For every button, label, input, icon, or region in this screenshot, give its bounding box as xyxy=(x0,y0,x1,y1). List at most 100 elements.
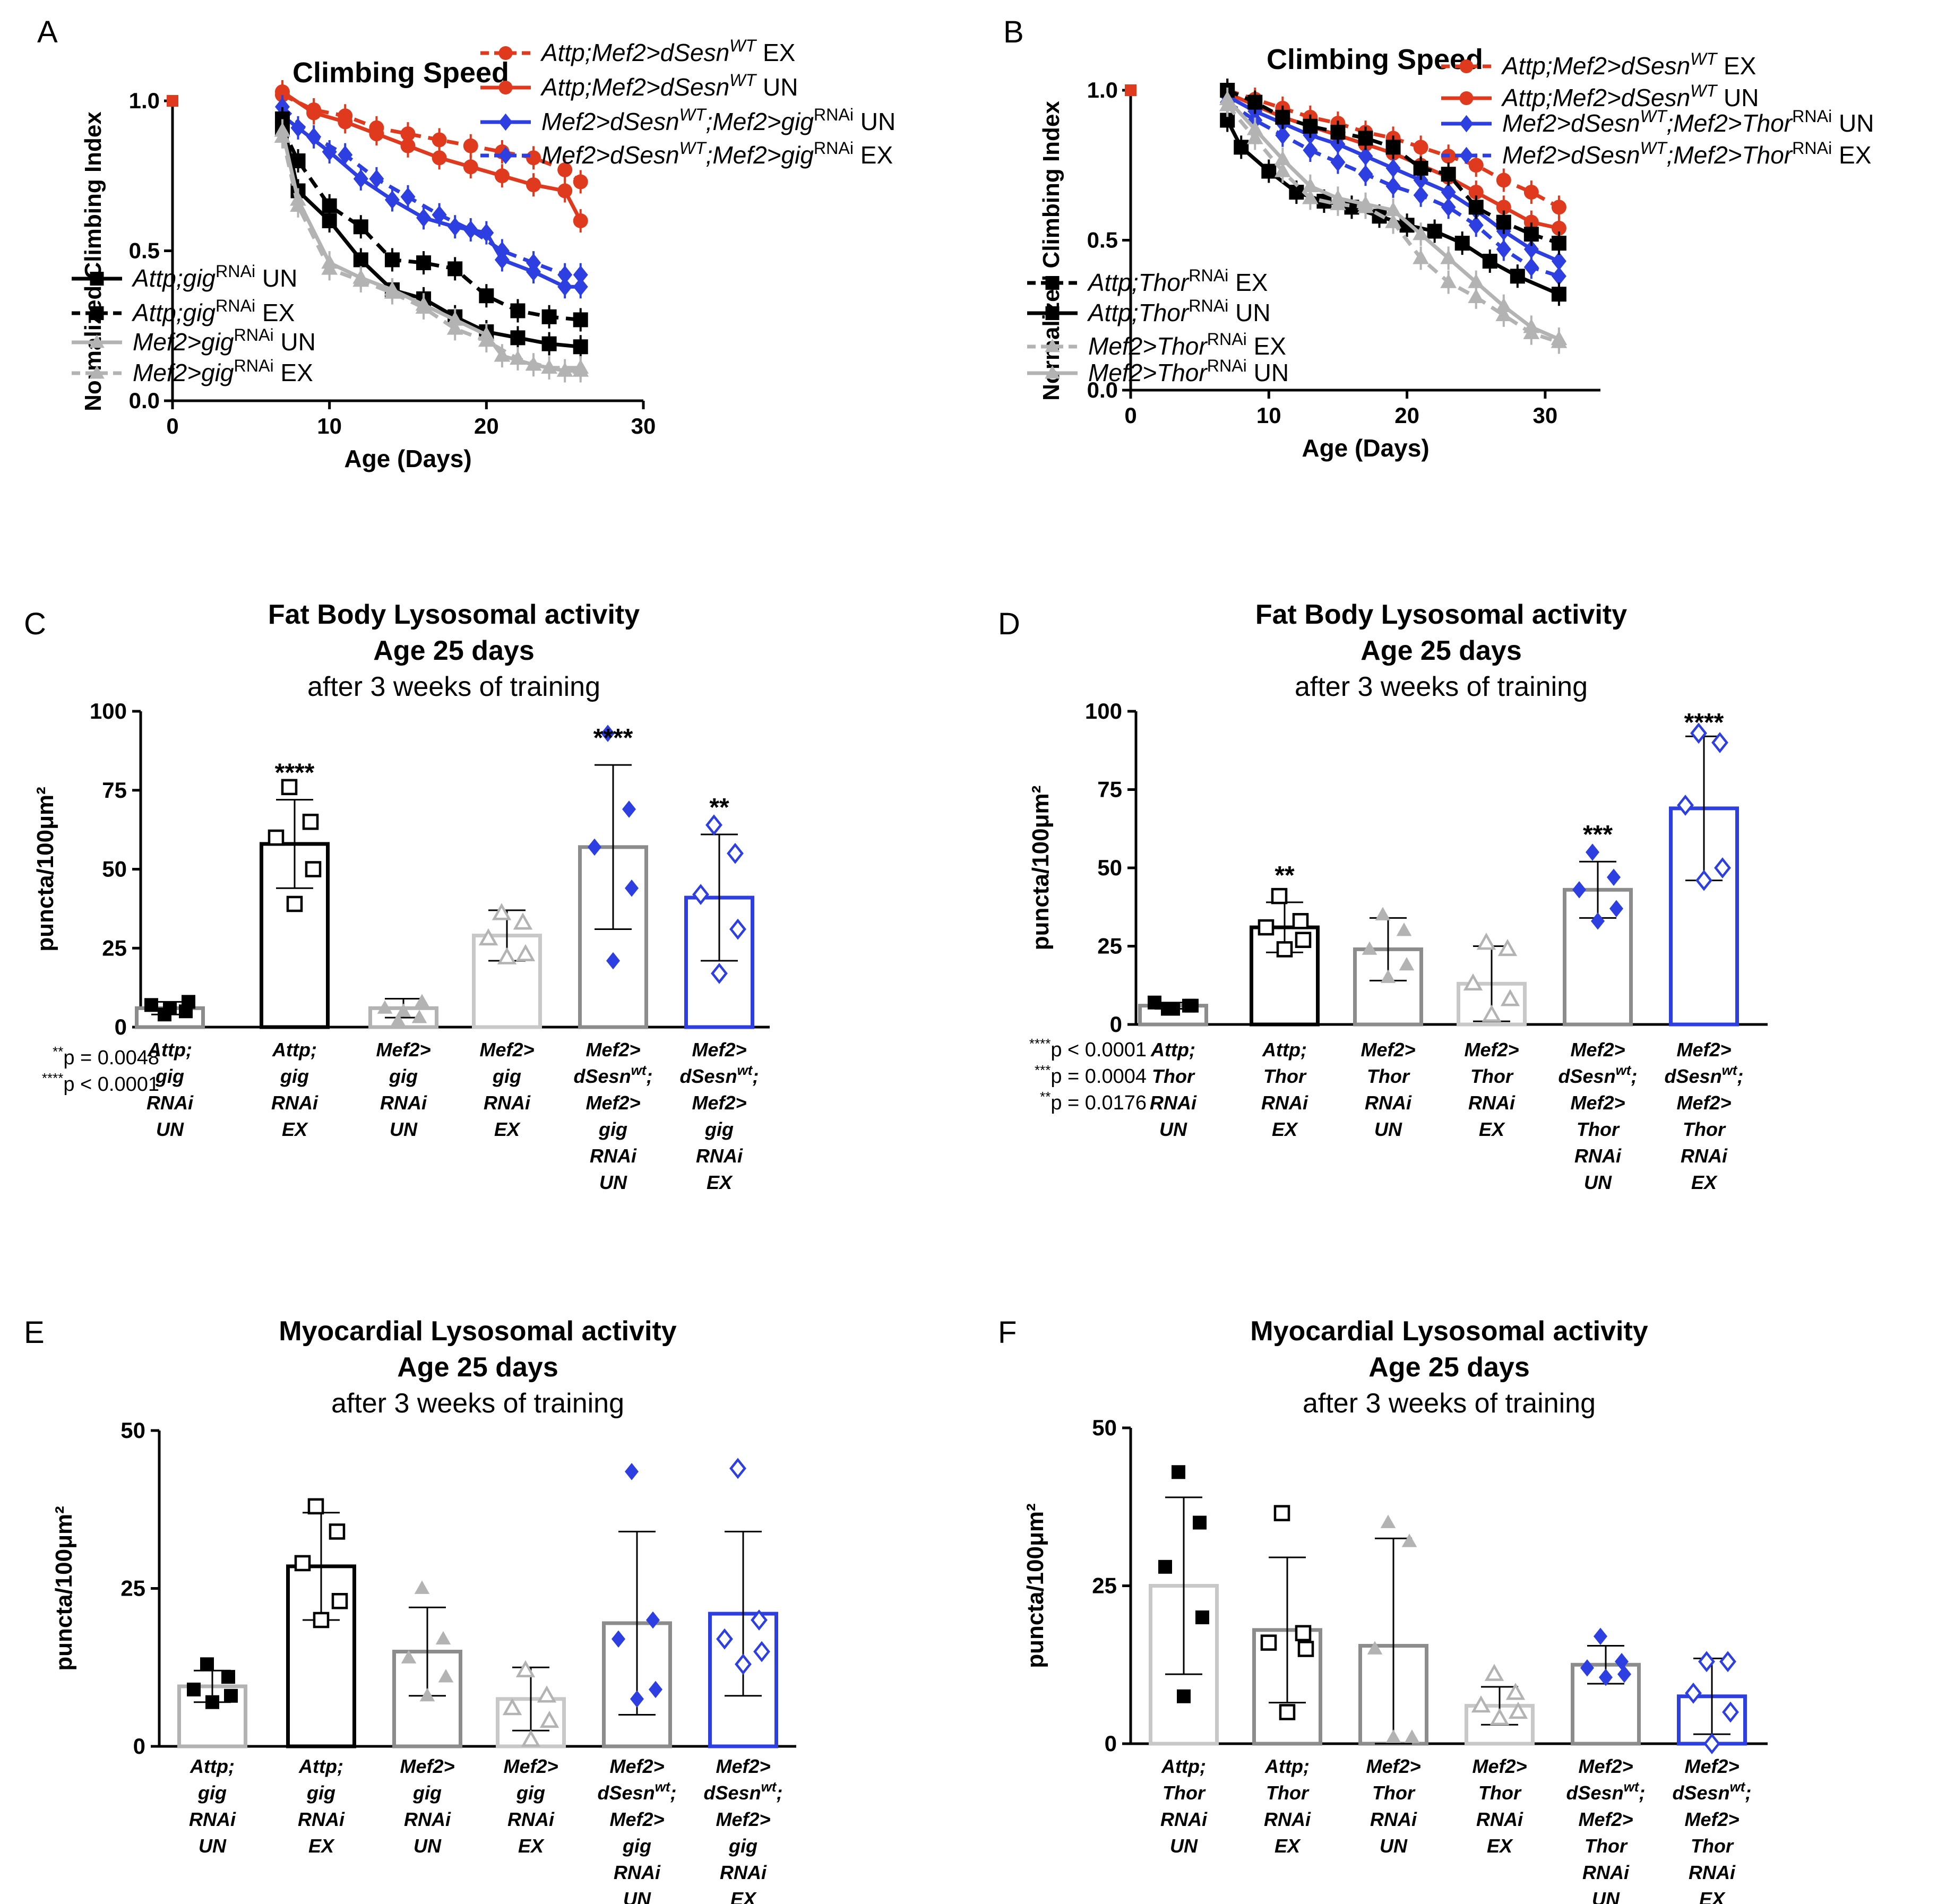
data-point xyxy=(1292,913,1309,929)
data-point xyxy=(1551,252,1566,271)
data-point xyxy=(735,1653,752,1675)
data-point xyxy=(438,1669,454,1683)
data-point xyxy=(401,1650,417,1664)
data-point xyxy=(400,126,416,142)
category-label: EX xyxy=(1691,1171,1718,1193)
data-point xyxy=(1496,239,1511,259)
data-point xyxy=(537,1685,557,1703)
data-point xyxy=(294,1555,311,1572)
data-point xyxy=(400,187,416,206)
data-point xyxy=(513,912,533,930)
data-point xyxy=(1357,195,1374,210)
data-point xyxy=(1330,125,1346,140)
bar-group-2: Mef2> Thor RNAi UN xyxy=(1358,1514,1428,1857)
category-label: RNAi xyxy=(1370,1808,1417,1830)
significance-label: ** xyxy=(1275,861,1295,890)
data-point xyxy=(1273,1505,1290,1521)
category-label: EX xyxy=(1699,1888,1726,1904)
chart-title-line: Fat Body Lysosomal activity xyxy=(1255,599,1627,630)
data-point xyxy=(390,1013,406,1027)
category-label: Mef2> xyxy=(479,1039,534,1061)
legend-marker xyxy=(89,334,105,348)
data-point xyxy=(352,272,369,287)
data-point xyxy=(1261,163,1277,179)
bar-group-1: Attp; gig RNAi EX xyxy=(286,1498,356,1857)
data-point xyxy=(497,947,517,964)
data-point xyxy=(1380,969,1396,983)
data-point xyxy=(479,288,494,304)
series-line xyxy=(280,130,581,373)
panel-label: B xyxy=(1003,15,1024,49)
category-label: gig xyxy=(492,1065,521,1087)
data-point xyxy=(369,126,384,142)
category-label: UN xyxy=(623,1888,651,1904)
data-point xyxy=(1219,90,1236,106)
data-point xyxy=(541,359,557,374)
y-tick-label: 25 xyxy=(102,935,127,960)
y-tick-label: 25 xyxy=(1097,934,1122,959)
data-point xyxy=(306,127,322,147)
data-point xyxy=(432,205,447,225)
data-point xyxy=(1454,236,1470,251)
category-label: RNAi xyxy=(696,1145,743,1167)
category-label: Thor xyxy=(1266,1782,1310,1804)
data-point xyxy=(1195,1610,1209,1624)
data-point xyxy=(541,309,557,324)
category-label: gig xyxy=(516,1782,545,1804)
data-point xyxy=(502,1698,522,1716)
legend-label: Mef2>dSesnWT;Mef2>ThorRNAi EX xyxy=(1502,139,1871,169)
category-label: gig xyxy=(389,1065,418,1087)
y-tick-label: 75 xyxy=(1097,777,1122,802)
data-point xyxy=(302,813,319,830)
significance-label: **** xyxy=(593,724,633,752)
data-point xyxy=(290,153,306,168)
data-point xyxy=(1404,1729,1420,1743)
data-point xyxy=(307,1498,324,1515)
data-point xyxy=(274,84,290,100)
category-label: UN xyxy=(156,1118,184,1140)
data-point xyxy=(377,1000,393,1014)
legend-marker xyxy=(1045,339,1060,352)
data-point xyxy=(1523,239,1539,259)
category-label: gig xyxy=(622,1835,651,1857)
category-label: Mef2> xyxy=(1366,1755,1420,1777)
category-label: Thor xyxy=(1367,1065,1410,1087)
significance-label: **** xyxy=(1684,709,1724,737)
category-label: Attp; xyxy=(1264,1755,1310,1777)
data-point xyxy=(751,1609,768,1631)
category-label: gig xyxy=(412,1782,442,1804)
data-point xyxy=(322,198,337,213)
data-point xyxy=(353,169,368,188)
data-point xyxy=(1413,249,1430,264)
legend-marker xyxy=(90,306,104,320)
panel-label: E xyxy=(24,1315,45,1350)
series-3: Mef2>dSesnWT;Mef2>ThorRNAi EX xyxy=(1125,84,1871,288)
series-line xyxy=(280,136,581,370)
bar-group-1: ** Attp; Thor RNAi EX xyxy=(1250,861,1320,1140)
data-point xyxy=(1523,318,1540,333)
y-tick-label: 75 xyxy=(102,778,127,803)
category-label: dSesnwt; xyxy=(1673,1779,1752,1804)
data-point xyxy=(1440,249,1457,264)
category-label: Mef2> xyxy=(1472,1755,1527,1777)
data-point xyxy=(1722,1701,1739,1723)
data-point xyxy=(1594,1627,1607,1645)
data-point xyxy=(163,1001,177,1015)
category-label: UN xyxy=(599,1171,627,1193)
data-point xyxy=(1260,1634,1277,1651)
data-point xyxy=(1303,118,1318,134)
data-point xyxy=(1358,131,1373,146)
data-point xyxy=(1413,186,1428,205)
data-point xyxy=(729,918,746,940)
data-point xyxy=(1234,140,1249,155)
data-point xyxy=(588,838,601,856)
data-point xyxy=(187,1682,201,1696)
category-label: RNAi xyxy=(298,1808,345,1830)
data-point xyxy=(313,1612,330,1629)
data-point xyxy=(1148,995,1161,1010)
data-point xyxy=(1193,1515,1207,1530)
y-axis-label: Normalized Climbing Index xyxy=(1038,101,1064,401)
data-point xyxy=(268,829,285,846)
legend-label: Attp;gigRNAi EX xyxy=(131,296,295,326)
stats-line: ***p = 0.0004 xyxy=(1035,1062,1147,1088)
